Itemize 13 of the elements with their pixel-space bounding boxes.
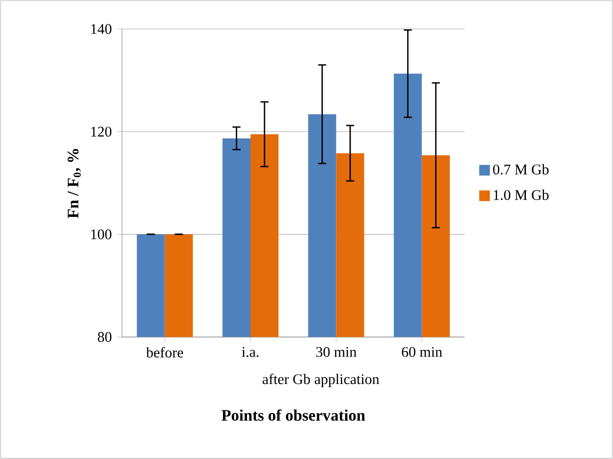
y-tick-label: 120 bbox=[91, 126, 112, 137]
x-axis-title: Points of observation bbox=[222, 409, 366, 421]
text: after Gb application bbox=[262, 374, 380, 388]
x-tick-label: 60 min bbox=[402, 347, 442, 357]
y-tick-label: 80 bbox=[98, 332, 112, 342]
x-tick-label: i.a. bbox=[242, 347, 258, 357]
x-tick-label: before bbox=[146, 347, 184, 358]
legend-label: 1.0 M Gb bbox=[494, 190, 549, 200]
y-tick-label: 140 bbox=[91, 24, 112, 34]
x-tick-label: 30 min bbox=[316, 347, 357, 357]
y-tick-label: 100 bbox=[91, 229, 112, 240]
text: Fn / F$_{0}$, % bbox=[68, 149, 81, 218]
legend-label: 0.7 M Gb bbox=[493, 164, 549, 175]
